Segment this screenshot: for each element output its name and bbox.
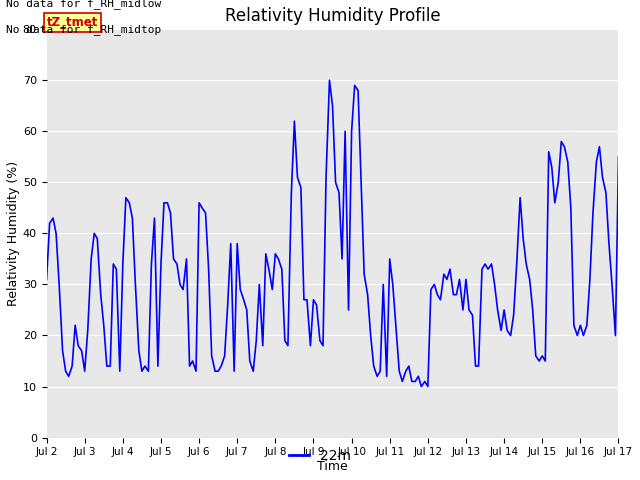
Text: tZ_tmet: tZ_tmet — [47, 16, 98, 29]
X-axis label: Time: Time — [317, 460, 348, 473]
Y-axis label: Relativity Humidity (%): Relativity Humidity (%) — [7, 161, 20, 306]
Legend: 22m: 22m — [283, 443, 357, 468]
Title: Relativity Humidity Profile: Relativity Humidity Profile — [225, 7, 440, 25]
Text: No data for f_RH_midlow: No data for f_RH_midlow — [6, 0, 162, 9]
Text: No data for f_RH_midtop: No data for f_RH_midtop — [6, 24, 162, 36]
